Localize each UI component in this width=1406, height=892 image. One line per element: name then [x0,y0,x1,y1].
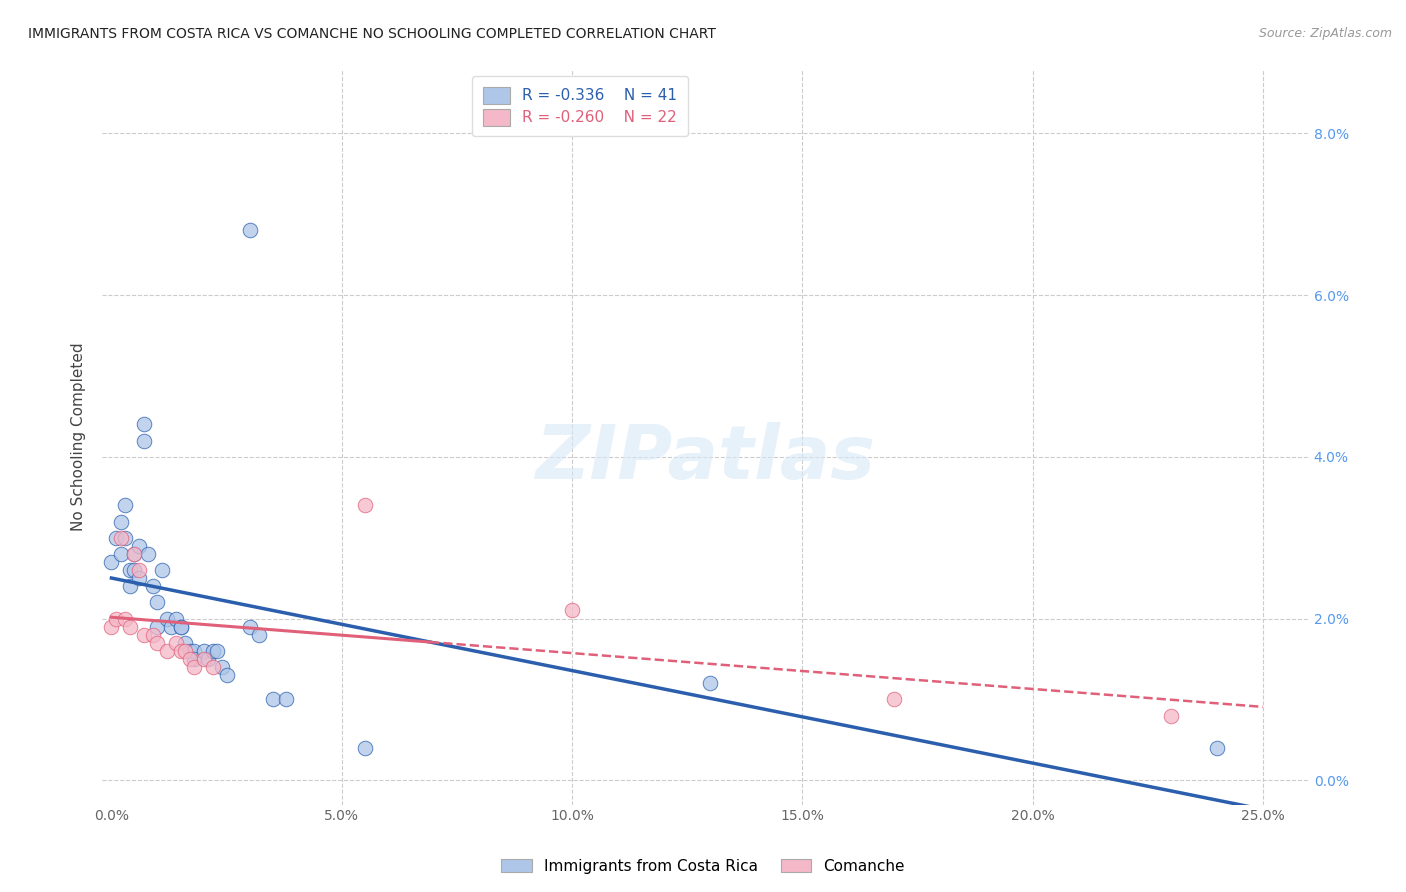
Point [100,620,122,634]
Point [105,531,128,545]
Point [110,531,132,545]
Point [179,652,201,666]
Point [114,531,136,545]
Point [114,499,136,513]
Point [156,611,179,625]
Point [110,547,132,561]
Point [179,644,201,658]
Point [201,644,224,658]
Point [146,620,169,634]
Point [353,499,375,513]
Point [193,652,215,666]
Point [215,668,238,682]
Point [262,692,284,706]
Point [105,611,128,625]
Point [353,741,375,756]
Point [239,223,262,237]
Point [114,611,136,625]
Point [142,579,165,593]
Point [207,644,229,658]
Point [124,563,146,577]
Point [169,644,191,658]
Point [193,644,215,658]
Point [561,603,583,617]
Point [124,547,146,561]
Point [183,652,205,666]
Text: Source: ZipAtlas.com: Source: ZipAtlas.com [1258,27,1392,40]
Point [128,571,150,585]
Point [136,547,159,561]
Point [124,547,146,561]
Point [276,692,298,706]
Legend: R = -0.336    N = 41, R = -0.260    N = 22: R = -0.336 N = 41, R = -0.260 N = 22 [472,76,688,136]
Point [211,660,233,674]
Point [169,620,191,634]
Point [128,539,150,553]
Point [183,644,205,658]
Point [1205,741,1227,756]
Point [142,628,165,642]
Point [128,563,150,577]
Point [110,515,132,529]
Point [118,620,141,634]
Point [118,563,141,577]
Text: IMMIGRANTS FROM COSTA RICA VS COMANCHE NO SCHOOLING COMPLETED CORRELATION CHART: IMMIGRANTS FROM COSTA RICA VS COMANCHE N… [28,27,716,41]
Point [174,636,197,650]
Point [169,620,191,634]
Point [201,660,224,674]
Point [183,660,205,674]
Point [699,676,721,690]
Point [165,611,187,625]
Y-axis label: No Schooling Completed: No Schooling Completed [72,343,86,531]
Point [247,628,270,642]
Legend: Immigrants from Costa Rica, Comanche: Immigrants from Costa Rica, Comanche [495,853,911,880]
Point [156,644,179,658]
Point [239,620,262,634]
Point [1160,708,1182,723]
Point [160,620,183,634]
Point [883,692,905,706]
Point [174,644,197,658]
Point [132,628,155,642]
Text: ZIPatlas: ZIPatlas [536,422,876,495]
Point [100,555,122,569]
Point [118,579,141,593]
Point [146,636,169,650]
Point [146,595,169,609]
Point [132,417,155,432]
Point [132,434,155,448]
Point [197,652,219,666]
Point [165,636,187,650]
Point [150,563,173,577]
